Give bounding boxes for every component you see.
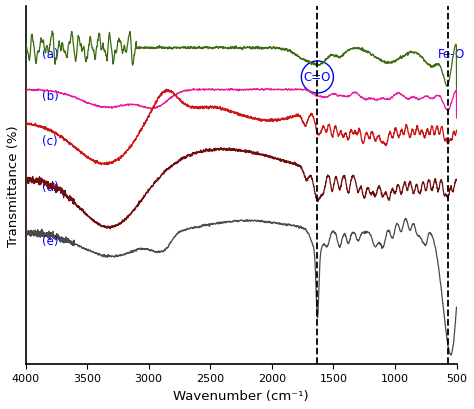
Y-axis label: Transmittance (%): Transmittance (%)	[7, 125, 20, 246]
X-axis label: Wavenumber (cm⁻¹): Wavenumber (cm⁻¹)	[173, 389, 309, 402]
Text: Fe-O: Fe-O	[438, 47, 465, 61]
Text: C=O: C=O	[304, 71, 331, 84]
Text: (a): (a)	[42, 48, 58, 61]
Text: (c): (c)	[42, 134, 57, 147]
Text: (b): (b)	[42, 90, 58, 103]
Text: (d): (d)	[42, 180, 58, 193]
Text: (e): (e)	[42, 234, 58, 247]
